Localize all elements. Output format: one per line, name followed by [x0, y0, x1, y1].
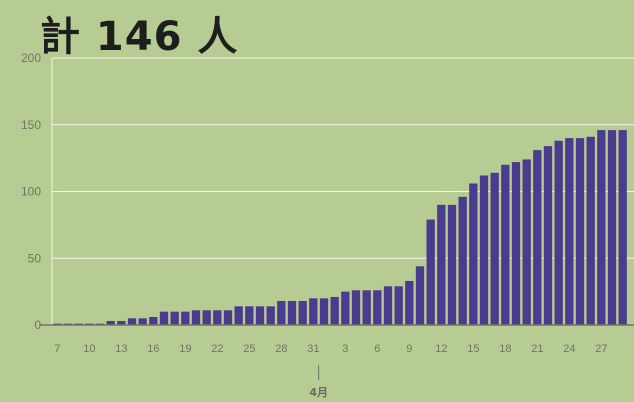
- bar: [469, 183, 478, 325]
- bar: [202, 310, 211, 325]
- bar: [415, 266, 425, 325]
- bar: [138, 318, 147, 325]
- bar: [586, 136, 595, 325]
- bar: [287, 300, 297, 325]
- x-tick-label: 16: [147, 343, 159, 355]
- y-tick-label: 150: [21, 118, 41, 132]
- x-tick-label: 9: [406, 343, 412, 355]
- bar: [127, 318, 137, 325]
- bar: [373, 290, 382, 325]
- x-tick-label: 31: [307, 343, 319, 355]
- x-tick-label: 12: [435, 343, 447, 355]
- bar: [351, 290, 361, 325]
- bar: [266, 306, 275, 325]
- bar: [223, 310, 233, 325]
- month-label: 4月: [309, 386, 328, 399]
- bar: [341, 291, 350, 326]
- bar: [383, 286, 393, 325]
- bar: [543, 146, 553, 325]
- bar: [106, 321, 115, 325]
- y-tick-label: 100: [21, 185, 41, 199]
- bar: [191, 310, 201, 325]
- y-tick-label: 0: [34, 318, 41, 332]
- bar: [447, 204, 457, 325]
- bar: [255, 306, 265, 325]
- x-tick-label: 22: [211, 343, 223, 355]
- bar: [533, 150, 542, 325]
- x-tick-label: 21: [531, 343, 543, 355]
- bar: [213, 310, 222, 325]
- bar: [234, 306, 243, 325]
- bar: [479, 175, 489, 325]
- x-tick-label: 24: [563, 343, 575, 355]
- bar: [437, 204, 446, 325]
- bar: [607, 130, 617, 325]
- bar: [319, 298, 329, 325]
- bar: [426, 219, 435, 325]
- bar: [117, 321, 126, 325]
- x-tick-label: 10: [83, 343, 95, 355]
- bar: [458, 196, 467, 325]
- bar: [501, 164, 510, 325]
- bar: [149, 316, 158, 325]
- x-tick-label: 28: [275, 343, 287, 355]
- bar: [277, 300, 286, 325]
- x-tick-label: 15: [467, 343, 479, 355]
- bar: [618, 130, 627, 325]
- bar: [565, 138, 574, 325]
- bar: [362, 290, 371, 325]
- bar: [405, 280, 414, 325]
- y-tick-label: 50: [28, 251, 42, 265]
- bar: [309, 298, 318, 325]
- x-tick-label: 25: [243, 343, 255, 355]
- x-tick-label: 18: [499, 343, 511, 355]
- bar: [170, 311, 179, 325]
- bar: [554, 140, 563, 325]
- bar: [490, 172, 499, 325]
- bar: [511, 162, 521, 325]
- y-axis-ticks: 0 50 100 150 200: [21, 51, 41, 332]
- bar: [394, 286, 403, 325]
- y-tick-label: 200: [21, 51, 41, 65]
- bar: [330, 296, 339, 325]
- x-tick-label: 13: [115, 343, 127, 355]
- x-axis-ticks: 7 10 13 16 19 22 25 28 31 3 6 9 12 15 18 21 24 27: [54, 343, 607, 355]
- bar: [159, 311, 169, 325]
- bar: [245, 306, 254, 325]
- x-tick-label: 27: [595, 343, 607, 355]
- x-tick-label: 6: [374, 343, 380, 355]
- bars: [53, 130, 627, 326]
- x-tick-label: 3: [342, 343, 348, 355]
- bar: [181, 311, 190, 325]
- x-tick-label: 19: [179, 343, 191, 355]
- chart-title: 計 146 人: [40, 14, 239, 60]
- bar: [522, 159, 531, 325]
- bar: [597, 130, 606, 325]
- bar: [298, 300, 307, 325]
- x-tick-label: 7: [54, 343, 60, 355]
- bar: [575, 138, 585, 325]
